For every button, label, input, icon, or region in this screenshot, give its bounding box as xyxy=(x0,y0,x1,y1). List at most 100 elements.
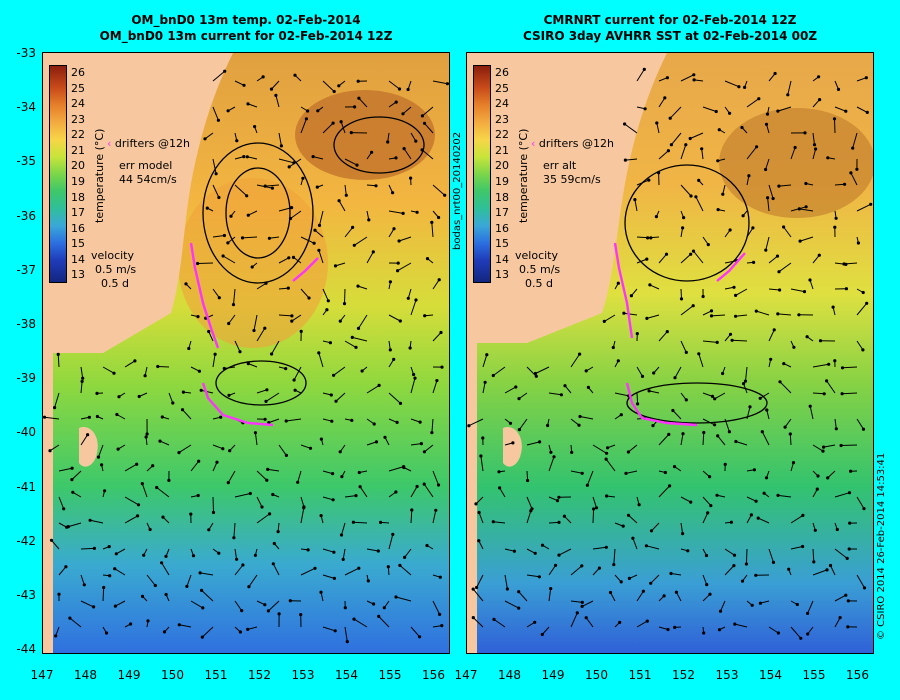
velocity-arrow xyxy=(570,353,581,368)
velocity-arrow-head xyxy=(245,194,249,198)
velocity-arrow-head xyxy=(270,186,274,190)
velocity-arrow xyxy=(80,547,95,550)
velocity-arrow-head xyxy=(227,321,231,326)
lat-tick-label: -35 xyxy=(16,154,36,169)
velocity-arrow-head xyxy=(832,117,837,121)
velocity-arrow xyxy=(300,288,310,299)
velocity-arrow-head xyxy=(271,562,275,566)
velocity-arrow xyxy=(680,496,691,503)
velocity-arrow-head xyxy=(514,385,518,389)
velocity-arrow xyxy=(656,122,660,134)
velocity-arrow-head xyxy=(153,583,157,588)
velocity-arrow xyxy=(432,510,437,524)
velocity-arrow-head xyxy=(471,587,475,591)
velocity-arrow-head xyxy=(54,634,58,638)
velocity-arrow-head xyxy=(330,419,334,423)
velocity-arrow-head xyxy=(557,553,561,557)
velocity-arrow-head xyxy=(847,547,851,551)
left-island xyxy=(79,427,98,467)
velocity-arrow xyxy=(592,444,607,454)
velocity-arrow-head xyxy=(798,239,802,243)
velocity-arrow-head xyxy=(351,225,355,229)
velocity-arrow-head xyxy=(425,257,430,261)
velocity-arrow-head xyxy=(734,314,738,318)
velocity-arrow-head xyxy=(751,226,755,230)
velocity-arrow-head xyxy=(533,551,537,555)
velocity-arrow-head xyxy=(681,432,685,436)
velocity-arrow-head xyxy=(706,511,710,515)
velocity-arrow xyxy=(790,514,804,524)
velocity-arrow-head xyxy=(604,457,608,461)
lon-tick-label: 148 xyxy=(498,668,521,682)
velocity-arrow xyxy=(768,288,780,291)
velocity-arrow-head xyxy=(665,76,669,80)
colorbar-tick-label: 19 xyxy=(71,174,85,188)
colorbar-tick-label: 26 xyxy=(71,66,85,79)
velocity-arrow-head xyxy=(338,450,342,454)
velocity-arrow-head xyxy=(842,262,846,266)
velocity-arrow xyxy=(614,392,629,397)
velocity-arrow-head xyxy=(333,629,337,633)
velocity-arrow xyxy=(526,510,532,524)
velocity-arrow-head xyxy=(721,192,725,196)
velocity-arrow-head xyxy=(96,455,101,459)
velocity-arrow xyxy=(746,146,757,160)
velocity-arrow-head xyxy=(772,328,776,332)
velocity-arrow xyxy=(161,562,170,576)
colorbar-tick-label: 26 xyxy=(495,66,509,79)
velocity-arrow-head xyxy=(723,462,727,466)
velocity-arrow-head xyxy=(333,264,338,268)
velocity-arrow xyxy=(658,150,669,160)
velocity-arrow-head xyxy=(626,513,631,517)
velocity-arrow xyxy=(212,70,226,82)
lon-tick-label: 155 xyxy=(378,668,402,682)
velocity-arrow-head xyxy=(263,326,267,330)
colorbar-tick-label: 15 xyxy=(495,237,509,251)
velocity-arrow xyxy=(535,366,550,374)
velocity-arrow xyxy=(790,147,796,160)
velocity-arrow-head xyxy=(226,241,230,245)
velocity-arrow-head xyxy=(267,236,271,240)
velocity-arrow xyxy=(234,548,238,560)
velocity-arrow-head xyxy=(337,199,341,203)
velocity-arrow-head xyxy=(813,528,817,532)
velocity-arrow-head xyxy=(645,619,649,623)
velocity-arrow xyxy=(649,284,660,290)
colorbar-tick-label: 22 xyxy=(495,128,509,142)
velocity-arrow-head xyxy=(217,551,221,555)
velocity-arrow xyxy=(843,262,858,265)
velocity-arrow xyxy=(338,200,346,212)
velocity-arrow xyxy=(432,279,440,290)
velocity-arrow-head xyxy=(253,431,257,435)
velocity-arrow xyxy=(312,156,324,160)
velocity-arrow-head xyxy=(865,301,869,305)
velocity-arrow xyxy=(702,512,709,524)
velocity-arrow-head xyxy=(250,265,254,269)
velocity-arrow-head xyxy=(636,402,640,406)
velocity-arrow-head xyxy=(664,252,669,256)
velocity-arrow-head xyxy=(624,471,628,475)
velocity-arrow-head xyxy=(235,557,239,561)
velocity-arrow xyxy=(585,617,594,628)
velocity-arrow-head xyxy=(776,109,780,113)
velocity-arrow-head xyxy=(306,548,310,552)
colorbar-tick-label: 18 xyxy=(495,190,509,204)
lat-tick-label: -40 xyxy=(16,425,36,440)
velocity-arrow xyxy=(208,331,214,342)
velocity-arrow-head xyxy=(326,299,330,303)
velocity-arrow xyxy=(80,600,94,608)
velocity-arrow-head xyxy=(644,544,648,548)
velocity-arrow-head xyxy=(248,491,252,496)
velocity-arrow-head xyxy=(559,393,563,397)
velocity-arrow-head xyxy=(88,518,92,522)
velocity-arrow xyxy=(812,132,815,145)
velocity-arrow-head xyxy=(64,565,68,569)
velocity-arrow-head xyxy=(645,257,649,261)
velocity-arrow xyxy=(388,228,395,238)
velocity-arrow xyxy=(344,626,348,642)
velocity-arrow xyxy=(322,80,335,92)
velocity-arrow-head xyxy=(844,287,848,291)
velocity-arrow-head xyxy=(517,397,521,401)
velocity-arrow-head xyxy=(855,167,859,171)
velocity-arrow xyxy=(234,564,244,576)
